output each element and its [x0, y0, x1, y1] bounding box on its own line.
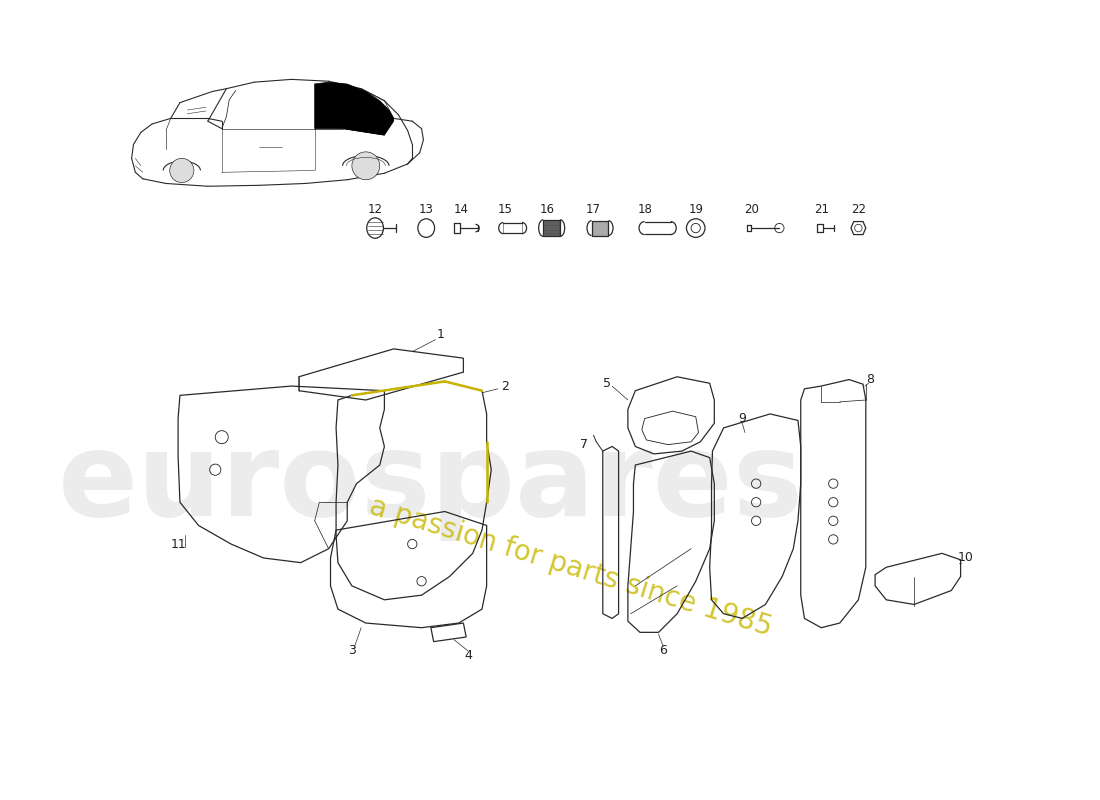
- Text: 11: 11: [170, 538, 186, 550]
- Text: 22: 22: [851, 203, 866, 216]
- Circle shape: [352, 152, 379, 180]
- Text: 15: 15: [498, 203, 513, 216]
- Text: 7: 7: [580, 438, 588, 451]
- Text: 8: 8: [867, 373, 875, 386]
- Text: 20: 20: [744, 203, 759, 216]
- Text: 2: 2: [502, 379, 509, 393]
- Text: 9: 9: [738, 412, 746, 425]
- Text: a passion for parts since 1985: a passion for parts since 1985: [365, 493, 776, 642]
- Polygon shape: [315, 82, 394, 135]
- Text: 1: 1: [437, 329, 444, 342]
- Text: 12: 12: [367, 203, 383, 216]
- Text: eurospares: eurospares: [58, 426, 804, 541]
- Text: 19: 19: [689, 203, 703, 216]
- Polygon shape: [592, 221, 608, 235]
- Text: 17: 17: [586, 203, 601, 216]
- Text: 21: 21: [814, 203, 828, 216]
- Text: 5: 5: [604, 377, 612, 390]
- Text: 14: 14: [454, 203, 469, 216]
- Circle shape: [169, 158, 194, 182]
- Text: 6: 6: [659, 645, 667, 658]
- Text: 16: 16: [539, 203, 554, 216]
- Text: 10: 10: [957, 551, 974, 565]
- Text: 18: 18: [637, 203, 652, 216]
- Polygon shape: [543, 220, 560, 237]
- Text: 4: 4: [464, 649, 472, 662]
- Text: 13: 13: [419, 203, 433, 216]
- Text: 3: 3: [348, 645, 355, 658]
